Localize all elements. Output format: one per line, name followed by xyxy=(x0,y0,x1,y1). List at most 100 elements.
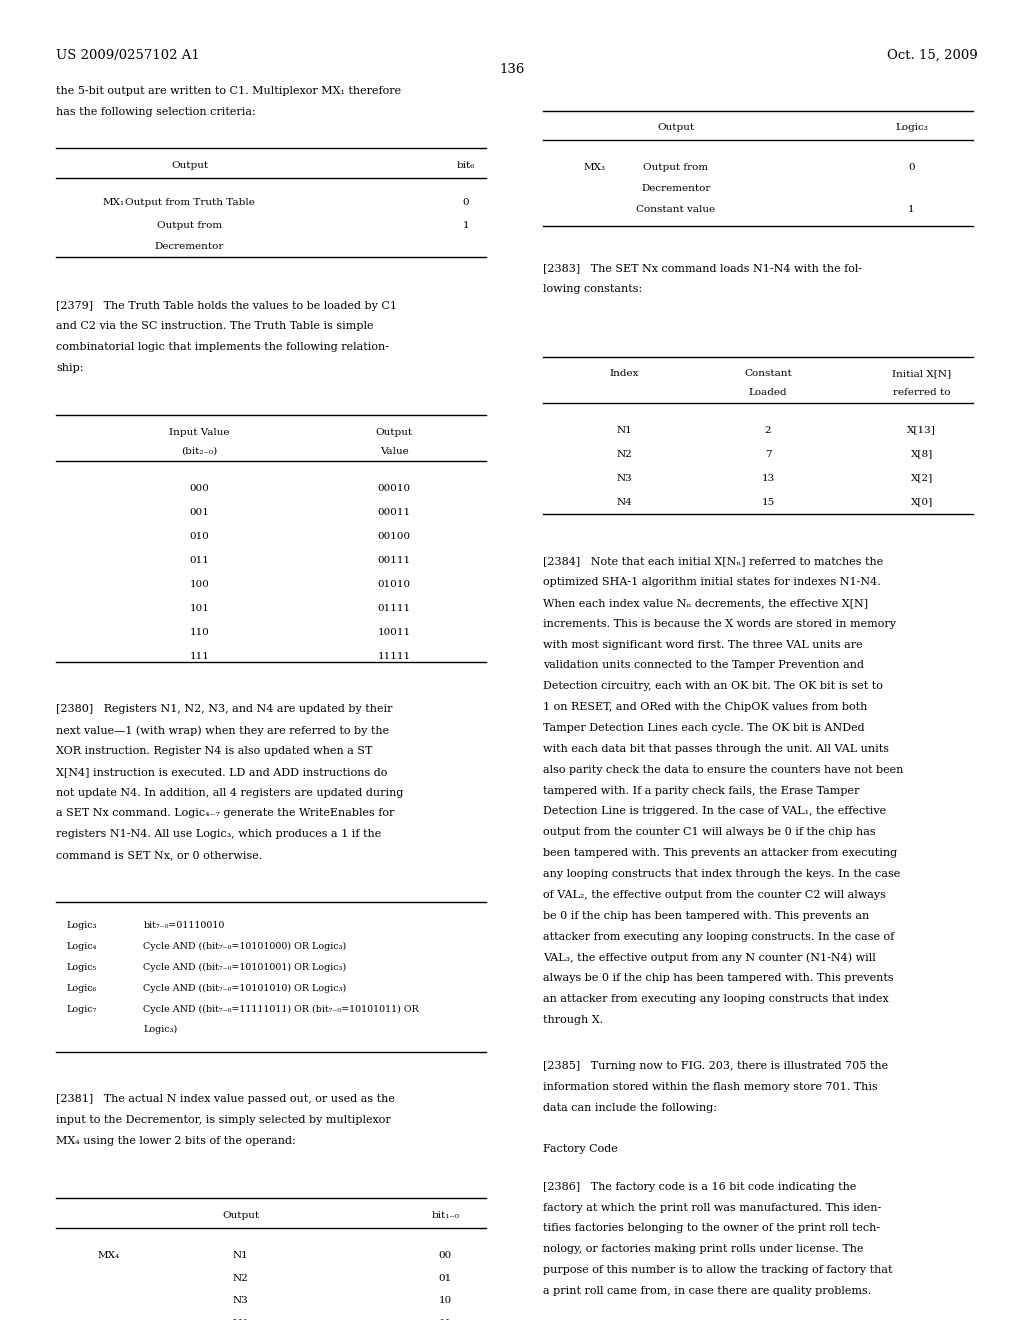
Text: MX₄: MX₄ xyxy=(97,1250,120,1259)
Text: 1 on RESET, and ORed with the ChipOK values from both: 1 on RESET, and ORed with the ChipOK val… xyxy=(543,702,867,711)
Text: command is SET Nx, or 0 otherwise.: command is SET Nx, or 0 otherwise. xyxy=(56,850,262,861)
Text: Detection circuitry, each with an OK bit. The OK bit is set to: Detection circuitry, each with an OK bit… xyxy=(543,681,883,692)
Text: 0: 0 xyxy=(463,198,469,207)
Text: X[2]: X[2] xyxy=(910,474,933,483)
Text: Output: Output xyxy=(171,161,208,170)
Text: 7: 7 xyxy=(765,450,771,459)
Text: [2380]   Registers N1, N2, N3, and N4 are updated by their: [2380] Registers N1, N2, N3, and N4 are … xyxy=(56,704,393,714)
Text: 011: 011 xyxy=(189,556,210,565)
Text: Cycle AND ((bit₇₋₀=10101001) OR Logic₃): Cycle AND ((bit₇₋₀=10101001) OR Logic₃) xyxy=(143,962,346,972)
Text: increments. This is because the X words are stored in memory: increments. This is because the X words … xyxy=(543,619,896,628)
Text: next value—1 (with wrap) when they are referred to by the: next value—1 (with wrap) when they are r… xyxy=(56,725,389,735)
Text: and C2 via the SC instruction. The Truth Table is simple: and C2 via the SC instruction. The Truth… xyxy=(56,322,374,331)
Text: ship:: ship: xyxy=(56,363,84,374)
Text: MX₃: MX₃ xyxy=(584,162,605,172)
Text: N1: N1 xyxy=(232,1250,249,1259)
Text: Logic₄: Logic₄ xyxy=(67,942,97,950)
Text: 10: 10 xyxy=(439,1296,452,1305)
Text: 111: 111 xyxy=(189,652,210,661)
Text: 13: 13 xyxy=(762,474,774,483)
Text: information stored within the flash memory store ​701​. This: information stored within the flash memo… xyxy=(543,1081,878,1092)
Text: optimized SHA-1 algorithm initial states for indexes N1-N4.: optimized SHA-1 algorithm initial states… xyxy=(543,577,881,587)
Text: Cycle AND ((bit₇₋₀=10101000) OR Logic₃): Cycle AND ((bit₇₋₀=10101000) OR Logic₃) xyxy=(143,942,346,952)
Text: Constant: Constant xyxy=(744,370,792,379)
Text: Cycle AND ((bit₇₋₀=11111011) OR (bit₇₋₀=10101011) OR: Cycle AND ((bit₇₋₀=11111011) OR (bit₇₋₀=… xyxy=(143,1005,419,1014)
Text: input to the Decrementor, is simply selected by multiplexor: input to the Decrementor, is simply sele… xyxy=(56,1115,391,1125)
Text: been tampered with. This prevents an attacker from executing: been tampered with. This prevents an att… xyxy=(543,847,897,858)
Text: any looping constructs that index through the keys. In the case: any looping constructs that index throug… xyxy=(543,869,900,879)
Text: N3: N3 xyxy=(616,474,633,483)
Text: 00010: 00010 xyxy=(378,484,411,494)
Text: referred to: referred to xyxy=(893,388,950,397)
Text: 0: 0 xyxy=(908,162,914,172)
Text: Decrementor: Decrementor xyxy=(641,183,711,193)
Text: Output from: Output from xyxy=(157,222,222,231)
Text: 101: 101 xyxy=(189,605,210,612)
Text: registers N1-N4. All use Logic₃, which produces a 1 if the: registers N1-N4. All use Logic₃, which p… xyxy=(56,829,382,840)
Text: data can include the following:: data can include the following: xyxy=(543,1102,717,1113)
Text: bit₁₋₀: bit₁₋₀ xyxy=(431,1210,460,1220)
Text: 000: 000 xyxy=(189,484,210,494)
Text: [2383]   The SET Nx command loads N1-N4 with the fol-: [2383] The SET Nx command loads N1-N4 wi… xyxy=(543,263,862,273)
Text: 00011: 00011 xyxy=(378,508,411,517)
Text: 01111: 01111 xyxy=(378,605,411,612)
Text: Loaded: Loaded xyxy=(749,388,787,397)
Text: Output: Output xyxy=(657,123,694,132)
Text: of VAL₂, the effective output from the counter C2 will always: of VAL₂, the effective output from the c… xyxy=(543,890,886,900)
Text: Output: Output xyxy=(222,1210,259,1220)
Text: Cycle AND ((bit₇₋₀=10101010) OR Logic₃): Cycle AND ((bit₇₋₀=10101010) OR Logic₃) xyxy=(143,983,346,993)
Text: validation units connected to the Tamper Prevention and: validation units connected to the Tamper… xyxy=(543,660,863,671)
Text: always be 0 if the chip has been tampered with. This prevents: always be 0 if the chip has been tampere… xyxy=(543,973,893,983)
Text: 01: 01 xyxy=(439,1274,452,1283)
Text: Detection Line is triggered. In the case of VAL₁, the effective: Detection Line is triggered. In the case… xyxy=(543,807,886,816)
Text: Logic₃: Logic₃ xyxy=(895,123,928,132)
Text: 110: 110 xyxy=(189,628,210,638)
Text: US 2009/0257102 A1: US 2009/0257102 A1 xyxy=(56,49,200,62)
Text: N4: N4 xyxy=(616,498,633,507)
Text: 001: 001 xyxy=(189,508,210,517)
Text: 1: 1 xyxy=(463,222,469,231)
Text: factory at which the print roll was manufactured. This iden-: factory at which the print roll was manu… xyxy=(543,1203,881,1213)
Text: combinatorial logic that implements the following relation-: combinatorial logic that implements the … xyxy=(56,342,389,352)
Text: with each data bit that passes through the unit. All VAL units: with each data bit that passes through t… xyxy=(543,743,889,754)
Text: the 5-bit output are written to C1. Multiplexor MX₁ therefore: the 5-bit output are written to C1. Mult… xyxy=(56,86,401,96)
Text: XOR instruction. Register N4 is also updated when a ST: XOR instruction. Register N4 is also upd… xyxy=(56,746,373,756)
Text: [2379]   The Truth Table holds the values to be loaded by C1: [2379] The Truth Table holds the values … xyxy=(56,301,397,310)
Text: lowing constants:: lowing constants: xyxy=(543,284,642,294)
Text: 00100: 00100 xyxy=(378,532,411,541)
Text: Decrementor: Decrementor xyxy=(155,242,224,251)
Text: an attacker from executing any looping constructs that index: an attacker from executing any looping c… xyxy=(543,994,889,1005)
Text: tampered with. If a parity check fails, the Erase Tamper: tampered with. If a parity check fails, … xyxy=(543,785,859,796)
Text: not update N4. In addition, all 4 registers are updated during: not update N4. In addition, all 4 regist… xyxy=(56,788,403,797)
Text: a print roll came from, in case there are quality problems.: a print roll came from, in case there ar… xyxy=(543,1286,871,1296)
Text: 15: 15 xyxy=(762,498,774,507)
Text: 00: 00 xyxy=(439,1250,452,1259)
Text: [2384]   Note that each initial X[Nₙ] referred to matches the: [2384] Note that each initial X[Nₙ] refe… xyxy=(543,556,883,566)
Text: 100: 100 xyxy=(189,579,210,589)
Text: bit₇₋₀=01110010: bit₇₋₀=01110010 xyxy=(143,921,224,931)
Text: (bit₂₋₀): (bit₂₋₀) xyxy=(181,446,218,455)
Text: MX₄ using the lower 2 bits of the operand:: MX₄ using the lower 2 bits of the operan… xyxy=(56,1137,296,1146)
Text: Logic₃: Logic₃ xyxy=(67,921,97,931)
Text: Constant value: Constant value xyxy=(636,205,716,214)
Text: Factory Code: Factory Code xyxy=(543,1144,617,1154)
Text: tifies factories belonging to the owner of the print roll tech-: tifies factories belonging to the owner … xyxy=(543,1224,880,1233)
Text: through X.: through X. xyxy=(543,1015,603,1024)
Text: When each index value Nₙ decrements, the effective X[N]: When each index value Nₙ decrements, the… xyxy=(543,598,868,607)
Text: N2: N2 xyxy=(616,450,633,459)
Text: 10011: 10011 xyxy=(378,628,411,638)
Text: Index: Index xyxy=(610,370,639,379)
Text: Output from Truth Table: Output from Truth Table xyxy=(125,198,254,207)
Text: [2385]   Turning now to FIG. ​203, there is illustrated ​705​ the: [2385] Turning now to FIG. ​203, there i… xyxy=(543,1061,888,1071)
Text: [2386]   The factory code is a 16 bit code indicating the: [2386] The factory code is a 16 bit code… xyxy=(543,1181,856,1192)
Text: Tamper Detection Lines each cycle. The OK bit is ANDed: Tamper Detection Lines each cycle. The O… xyxy=(543,723,864,733)
Text: N2: N2 xyxy=(232,1274,249,1283)
Text: Logic₆: Logic₆ xyxy=(67,983,97,993)
Text: Output from: Output from xyxy=(643,162,709,172)
Text: X[13]: X[13] xyxy=(907,426,936,434)
Text: with most significant word first. The three VAL units are: with most significant word first. The th… xyxy=(543,639,862,649)
Text: Output: Output xyxy=(376,428,413,437)
Text: [2381]   The actual N index value passed out, or used as the: [2381] The actual N index value passed o… xyxy=(56,1094,395,1105)
Text: 01010: 01010 xyxy=(378,579,411,589)
Text: be 0 if the chip has been tampered with. This prevents an: be 0 if the chip has been tampered with.… xyxy=(543,911,869,920)
